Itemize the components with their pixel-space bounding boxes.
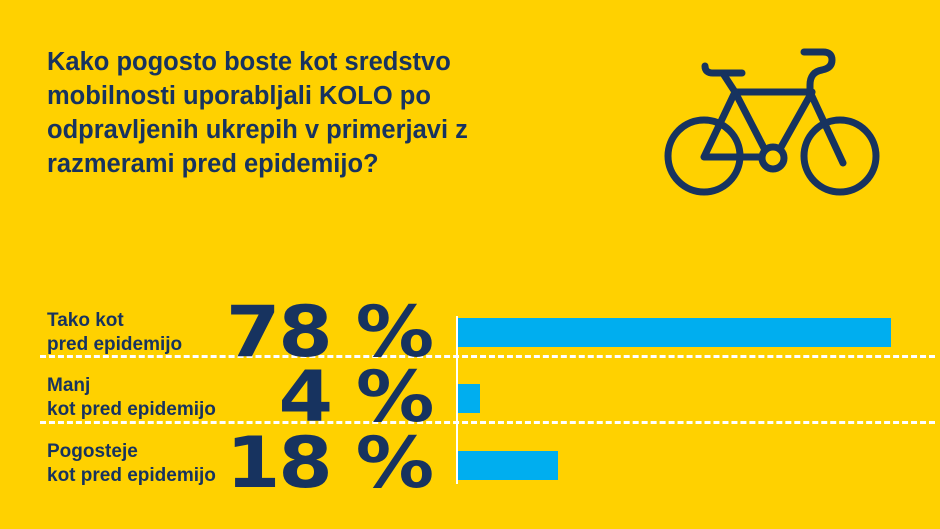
bar-pogosteje bbox=[458, 451, 558, 480]
label-line: kot pred epidemijo bbox=[47, 399, 216, 420]
row-divider bbox=[40, 355, 935, 358]
bar-tako-kot bbox=[458, 318, 891, 347]
category-label-manj: Manj kot pred epidemijo bbox=[47, 374, 216, 422]
label-line: pred epidemijo bbox=[47, 334, 183, 355]
label-line: Tako kot bbox=[47, 310, 124, 331]
label-line: Pogosteje bbox=[47, 441, 138, 462]
data-label-manj: 4 % bbox=[278, 356, 434, 438]
data-label-tako-kot: 78 % bbox=[226, 291, 434, 373]
data-label-pogosteje: 18 % bbox=[226, 422, 434, 504]
label-line: kot pred epidemijo bbox=[47, 465, 216, 486]
category-label-pogosteje: Pogosteje kot pred epidemijo bbox=[47, 440, 216, 488]
category-label-tako-kot: Tako kot pred epidemijo bbox=[47, 309, 182, 357]
label-line: Manj bbox=[47, 375, 91, 396]
axis-baseline bbox=[456, 316, 458, 484]
bar-manj bbox=[458, 384, 481, 413]
row-divider bbox=[40, 421, 935, 424]
chart-title: Kako pogosto boste kot sredstvo mobilnos… bbox=[47, 48, 468, 178]
